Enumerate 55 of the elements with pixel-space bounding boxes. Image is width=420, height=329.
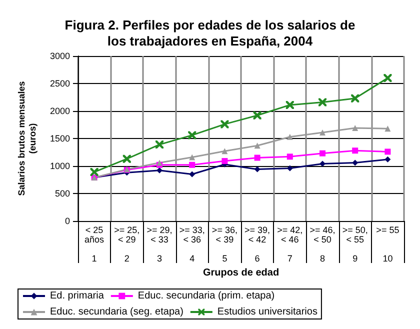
point bbox=[286, 165, 293, 172]
x-tick-label: >= 42, < 46 7 bbox=[277, 224, 303, 264]
point bbox=[156, 167, 162, 174]
y-tick-label: 500 bbox=[54, 188, 70, 198]
x-axis-title: Grupos de edad bbox=[202, 268, 280, 278]
point bbox=[352, 160, 358, 166]
x-tick-label: >= 29, < 33 3 bbox=[146, 224, 172, 264]
point bbox=[254, 154, 260, 161]
y-tick-label: 1000 bbox=[50, 161, 70, 171]
point bbox=[286, 154, 293, 160]
legend-label: Ed. primaria bbox=[50, 290, 104, 302]
y-axis-title: Salarios brutos mensuales (euros) bbox=[16, 81, 38, 196]
point bbox=[189, 154, 196, 160]
x-tick-label: >= 50, < 55 9 bbox=[342, 224, 368, 264]
point bbox=[320, 150, 326, 156]
legend-label: Estudios universitarios bbox=[217, 306, 318, 318]
point bbox=[222, 158, 228, 164]
point bbox=[384, 74, 392, 82]
legend-label: Educ. secundaria (prim. etapa) bbox=[138, 290, 275, 302]
y-tick-label: 2000 bbox=[50, 106, 70, 116]
point bbox=[286, 134, 293, 140]
x-tick-label: >= 46, < 50 8 bbox=[310, 224, 336, 264]
point bbox=[318, 98, 326, 106]
y-tick-label: 1500 bbox=[50, 134, 70, 144]
point bbox=[352, 125, 358, 132]
point bbox=[222, 148, 228, 154]
point bbox=[384, 156, 391, 162]
point bbox=[220, 120, 229, 128]
x-tick-label: >= 39, < 42 6 bbox=[244, 224, 270, 264]
point bbox=[286, 100, 294, 109]
point bbox=[189, 171, 196, 178]
point bbox=[384, 148, 391, 155]
point bbox=[320, 129, 326, 136]
point bbox=[351, 94, 360, 102]
y-tick-label: 2500 bbox=[50, 78, 70, 88]
point bbox=[188, 131, 196, 140]
y-tick-label: 0 bbox=[64, 216, 70, 226]
legend-label: Educ. secundaria (seg. etapa) bbox=[50, 306, 184, 318]
point bbox=[254, 142, 260, 149]
category-label: >= 55 10 bbox=[376, 224, 400, 264]
point bbox=[253, 111, 262, 120]
chart-title: Figura 2. Perfiles por edades de los salarios de los trabajadores en España, 2004 bbox=[64, 18, 356, 48]
x-tick-label: < 25 años 1 bbox=[84, 224, 105, 264]
point bbox=[384, 126, 391, 132]
point bbox=[352, 148, 358, 154]
point bbox=[90, 168, 98, 176]
y-tick-label: 3000 bbox=[50, 51, 70, 61]
point bbox=[189, 162, 196, 168]
x-tick-label: >= 25, < 29 2 bbox=[114, 224, 140, 264]
x-tick-label: >= 36, < 39 5 bbox=[212, 224, 238, 264]
point bbox=[156, 140, 164, 149]
x-tick-label: >= 33, < 36 4 bbox=[179, 224, 205, 264]
point bbox=[320, 160, 326, 167]
point bbox=[122, 154, 131, 163]
point bbox=[254, 166, 260, 172]
